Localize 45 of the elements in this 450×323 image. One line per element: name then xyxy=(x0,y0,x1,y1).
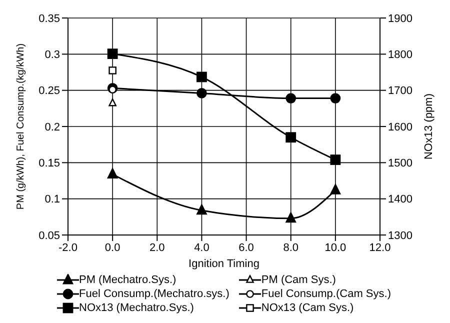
point xyxy=(330,184,341,194)
point xyxy=(107,48,118,60)
y2-tick-label: 1500 xyxy=(388,158,412,170)
x-tick-label: -2.0 xyxy=(58,242,78,254)
y-tick-label: 0.25 xyxy=(38,85,60,98)
legend-label: PM (Cam Sys.) xyxy=(261,273,336,287)
y-tick-label: 0.05 xyxy=(38,230,60,242)
legend-label: PM (Mechatro.Sys.) xyxy=(79,273,176,287)
x-tick-label: 6.0 xyxy=(238,242,254,254)
point xyxy=(330,154,341,165)
point xyxy=(286,212,296,223)
y-tick-label: 0.1 xyxy=(44,194,60,206)
point xyxy=(107,168,118,178)
x-axis-title: Ignition Timing xyxy=(188,258,260,270)
y2-tick-label: 1400 xyxy=(388,194,412,206)
x-tick-label: 8.0 xyxy=(283,242,299,254)
y-tick-label: 0.2 xyxy=(44,121,60,134)
x-tick-label: 0.0 xyxy=(104,242,120,254)
y2-tick-label: 1600 xyxy=(388,121,412,134)
x-tick-label: 4.0 xyxy=(194,242,210,254)
point xyxy=(108,98,116,106)
y-tick-label: 0.3 xyxy=(44,49,60,62)
x-tick-label: 10.0 xyxy=(324,242,346,254)
point xyxy=(196,72,207,82)
point xyxy=(108,86,116,94)
point xyxy=(196,88,207,98)
point xyxy=(286,93,296,104)
legend-label: NOx13 (Cam Sys.) xyxy=(261,301,354,315)
y-tick-label: 0.15 xyxy=(38,158,60,170)
legend-label: NOx13 (Mechatro.Sys.) xyxy=(79,301,194,315)
y2-tick-label: 1700 xyxy=(388,85,412,98)
y-axis-title: PM (g/kWh), Fuel Consump.(kg/kWh) xyxy=(16,43,27,210)
y2-axis-title: NOx13 (ppm) xyxy=(422,93,435,160)
legend-label: Fuel Consump.(Mechatro.sys.) xyxy=(79,287,230,301)
point xyxy=(108,66,116,74)
y-tick-label: 0.35 xyxy=(38,12,60,25)
y2-tick-label: 1800 xyxy=(388,49,412,62)
x-tick-label: 12.0 xyxy=(369,242,391,254)
legend-label: Fuel Consump.(Cam Sys.) xyxy=(261,287,391,301)
y2-tick-label: 1300 xyxy=(388,230,412,242)
y2-tick-label: 1900 xyxy=(388,12,412,25)
point xyxy=(330,93,341,104)
point xyxy=(196,204,207,215)
point xyxy=(286,132,296,143)
x-tick-label: 2.0 xyxy=(149,242,165,254)
